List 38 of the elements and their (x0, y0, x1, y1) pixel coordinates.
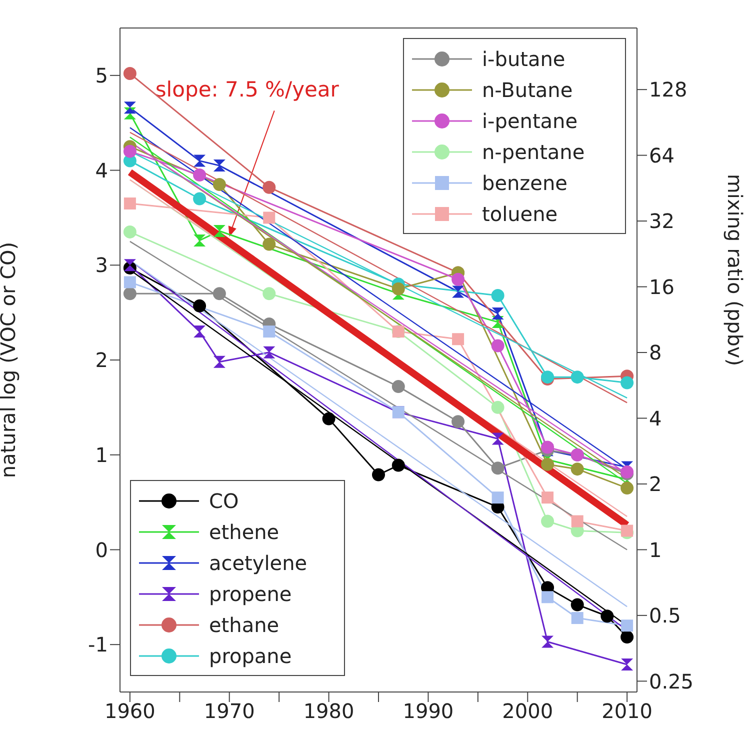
legend-label: i-pentane (482, 108, 578, 132)
x-tick-label: 1990 (402, 699, 454, 724)
y2-tick-label: 32 (649, 209, 674, 234)
y2-tick-label: 1 (649, 538, 662, 562)
y2-tick-label: 0.25 (649, 669, 694, 694)
legend-label: ethene (209, 520, 280, 544)
y-tick-label: 0 (95, 538, 108, 562)
y-tick-label: 3 (95, 253, 108, 278)
y2-tick-label: 0.5 (649, 604, 681, 628)
y2-tick-label: 4 (649, 406, 662, 430)
y2-axis-title: mixing ratio (ppbv) (723, 174, 747, 366)
y-tick-label: 4 (95, 158, 108, 182)
legend-label: n-pentane (482, 140, 585, 164)
x-tick-label: 1970 (204, 699, 255, 724)
legend-label: propene (209, 582, 292, 606)
legend-label: propane (209, 644, 292, 668)
y-tick-label: 2 (95, 348, 108, 372)
legend-label: acetylene (209, 550, 308, 574)
y2-tick-label: 128 (649, 78, 688, 102)
legend-label: n-Butane (482, 78, 573, 102)
legend-label: CO (209, 488, 239, 512)
legend-label: ethane (209, 612, 280, 636)
y-tick-label: 1 (95, 442, 108, 467)
y2-tick-label: 64 (649, 143, 674, 168)
y2-tick-label: 8 (649, 340, 662, 365)
annotation: slope: 7.5 %/year (155, 78, 340, 102)
x-tick-label: 1980 (303, 699, 354, 724)
y-axis-title: natural log (VOC or CO) (0, 242, 20, 478)
legend-label: i-butane (482, 46, 566, 70)
x-tick-label: 1960 (104, 699, 156, 724)
y-tick-label: -1 (88, 632, 108, 657)
x-tick-label: 2000 (502, 699, 554, 724)
y2-tick-label: 2 (649, 472, 662, 496)
x-tick-label: 2010 (602, 699, 653, 724)
y2-tick-label: 16 (649, 274, 674, 299)
legend-label: benzene (482, 170, 568, 194)
y-tick-label: 5 (95, 64, 108, 88)
legend-label: toluene (482, 202, 558, 226)
